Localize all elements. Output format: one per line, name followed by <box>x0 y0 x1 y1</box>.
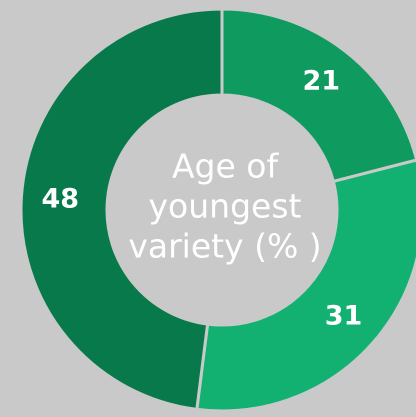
donut-segment <box>220 7 416 184</box>
data-label: 31 <box>325 301 363 332</box>
donut-segment <box>19 7 224 412</box>
chart-title: variety (% ) <box>128 227 321 266</box>
chart-title: Age of <box>172 147 280 186</box>
chart-title: youngest <box>149 187 302 226</box>
donut-segment <box>195 158 416 413</box>
data-label: 21 <box>303 65 341 96</box>
data-label: 48 <box>42 183 80 214</box>
